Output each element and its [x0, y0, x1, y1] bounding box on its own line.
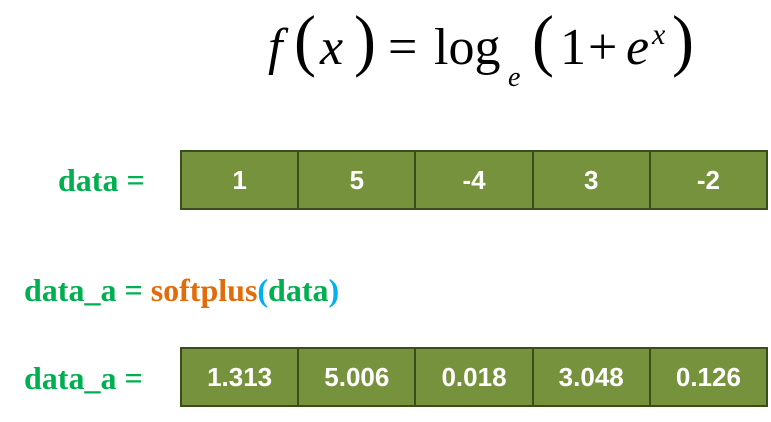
- formula-log-base: e: [508, 62, 521, 93]
- data-a-cell: 5.006: [299, 349, 417, 405]
- formula-f: f: [268, 19, 283, 76]
- call-lhs: data_a =: [24, 272, 151, 308]
- call-close-paren: ): [328, 272, 340, 308]
- formula-plus: +: [588, 19, 618, 76]
- softplus-formula: f ( x ) = log e ( 1 + e x ): [268, 6, 708, 94]
- data-label: data =: [58, 162, 145, 198]
- data-cell: 1: [182, 152, 300, 208]
- formula-exponent: x: [652, 18, 666, 51]
- call-function-name: softplus: [150, 272, 258, 308]
- data-a-cell: 3.048: [534, 349, 651, 405]
- formula-log: log: [434, 19, 501, 76]
- formula-rparen: ): [354, 2, 376, 79]
- call-open-paren: (: [257, 272, 269, 308]
- data-array: 1 5 -4 3 -2: [180, 150, 768, 210]
- data-cell: -4: [416, 152, 534, 208]
- data-cell: 5: [299, 152, 417, 208]
- data-a-cell: 0.018: [416, 349, 534, 405]
- formula-lparen: (: [294, 2, 316, 79]
- data-a-label: data_a =: [24, 360, 143, 396]
- call-argument: data: [268, 272, 329, 308]
- data-cell: -2: [696, 164, 720, 195]
- formula-lparen2: (: [532, 2, 554, 79]
- data-a-cell: 1.313: [182, 349, 300, 405]
- formula-x: x: [320, 19, 344, 76]
- formula-rparen2: ): [672, 2, 694, 79]
- formula-one: 1: [560, 19, 586, 76]
- formula-e: e: [626, 19, 650, 76]
- formula-equals: =: [388, 19, 418, 76]
- data-a-array: 1.313 5.006 0.018 3.048 0.126: [180, 347, 768, 407]
- softplus-call: data_a = softplus(data): [24, 274, 339, 306]
- data-cell: 3: [534, 152, 651, 208]
- data-a-cell: 0.126: [675, 361, 741, 392]
